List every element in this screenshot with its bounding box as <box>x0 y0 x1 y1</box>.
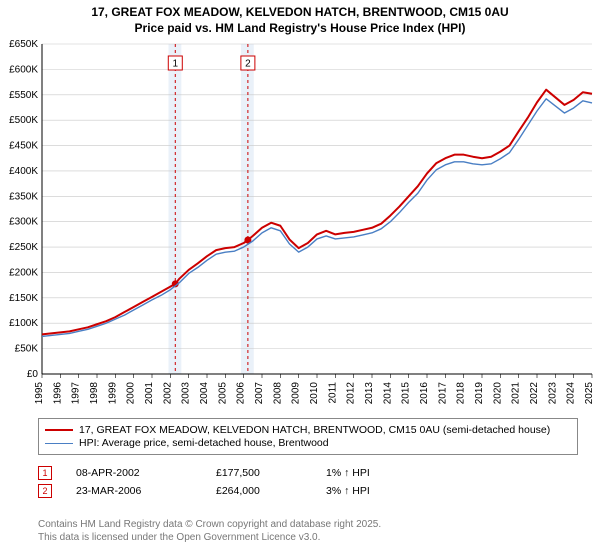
svg-text:£550K: £550K <box>9 90 38 101</box>
legend-row: 17, GREAT FOX MEADOW, KELVEDON HATCH, BR… <box>45 424 571 436</box>
svg-text:1995: 1995 <box>34 382 45 405</box>
svg-text:1996: 1996 <box>52 382 63 405</box>
svg-text:1998: 1998 <box>89 382 100 405</box>
svg-text:£100K: £100K <box>9 318 38 329</box>
svg-text:£200K: £200K <box>9 267 38 278</box>
marker-delta: 3% ↑ HPI <box>326 485 446 497</box>
svg-text:£150K: £150K <box>9 293 38 304</box>
svg-text:2005: 2005 <box>217 382 228 405</box>
svg-text:2008: 2008 <box>272 382 283 405</box>
footer-line-1: Contains HM Land Registry data © Crown c… <box>38 518 381 531</box>
svg-text:1999: 1999 <box>107 382 118 405</box>
svg-text:1997: 1997 <box>71 382 82 405</box>
svg-text:2006: 2006 <box>236 382 247 405</box>
svg-text:2: 2 <box>245 59 251 70</box>
legend-swatch <box>45 429 73 431</box>
legend-row: HPI: Average price, semi-detached house,… <box>45 437 571 449</box>
svg-text:2018: 2018 <box>456 382 467 405</box>
svg-text:2002: 2002 <box>162 382 173 405</box>
legend-label: 17, GREAT FOX MEADOW, KELVEDON HATCH, BR… <box>79 424 550 436</box>
svg-text:2004: 2004 <box>199 382 210 405</box>
svg-text:2001: 2001 <box>144 382 155 405</box>
svg-text:2012: 2012 <box>346 382 357 405</box>
svg-text:£450K: £450K <box>9 141 38 152</box>
svg-text:2016: 2016 <box>419 382 430 405</box>
svg-text:2003: 2003 <box>181 382 192 405</box>
event-markers-table: 1 08-APR-2002£177,5001% ↑ HPI 2 23-MAR-2006… <box>38 462 578 502</box>
chart-plot: £0 £50K £100K £150K £200K £250K £300K £350K £400… <box>0 38 600 408</box>
svg-text:£650K: £650K <box>9 39 38 50</box>
svg-text:2000: 2000 <box>126 382 137 405</box>
marker-badge: 1 <box>38 466 52 480</box>
svg-text:2011: 2011 <box>327 382 338 404</box>
svg-text:2021: 2021 <box>511 382 522 405</box>
svg-text:£400K: £400K <box>9 166 38 177</box>
svg-text:2010: 2010 <box>309 382 320 405</box>
chart-title: 17, GREAT FOX MEADOW, KELVEDON HATCH, BR… <box>0 0 600 36</box>
legend: 17, GREAT FOX MEADOW, KELVEDON HATCH, BR… <box>38 418 578 455</box>
title-line-1: 17, GREAT FOX MEADOW, KELVEDON HATCH, BR… <box>0 4 600 20</box>
svg-text:2013: 2013 <box>364 382 375 405</box>
title-line-2: Price paid vs. HM Land Registry's House … <box>0 20 600 36</box>
legend-swatch <box>45 443 73 444</box>
svg-text:£350K: £350K <box>9 191 38 202</box>
svg-text:2022: 2022 <box>529 382 540 405</box>
marker-date: 08-APR-2002 <box>76 467 216 479</box>
marker-price: £264,000 <box>216 485 326 497</box>
svg-text:2009: 2009 <box>291 382 302 405</box>
footer-attribution: Contains HM Land Registry data © Crown c… <box>38 518 381 544</box>
svg-text:2019: 2019 <box>474 382 485 405</box>
footer-line-2: This data is licensed under the Open Gov… <box>38 531 381 544</box>
svg-text:2023: 2023 <box>547 382 558 405</box>
svg-text:£250K: £250K <box>9 242 38 253</box>
svg-text:2025: 2025 <box>584 382 595 405</box>
svg-text:2007: 2007 <box>254 382 265 405</box>
marker-row: 1 08-APR-2002£177,5001% ↑ HPI <box>38 466 578 480</box>
svg-text:1: 1 <box>173 59 179 70</box>
marker-badge: 2 <box>38 484 52 498</box>
legend-label: HPI: Average price, semi-detached house,… <box>79 437 329 449</box>
svg-text:2024: 2024 <box>566 382 577 405</box>
svg-text:£300K: £300K <box>9 217 38 228</box>
svg-text:2020: 2020 <box>492 382 503 405</box>
marker-delta: 1% ↑ HPI <box>326 467 446 479</box>
marker-price: £177,500 <box>216 467 326 479</box>
marker-date: 23-MAR-2006 <box>76 485 216 497</box>
svg-text:2014: 2014 <box>382 382 393 405</box>
svg-text:2015: 2015 <box>401 382 412 405</box>
svg-text:£50K: £50K <box>15 344 39 355</box>
svg-text:£0: £0 <box>27 369 39 380</box>
svg-text:£600K: £600K <box>9 64 38 75</box>
marker-row: 2 23-MAR-2006£264,0003% ↑ HPI <box>38 484 578 498</box>
svg-text:£500K: £500K <box>9 115 38 126</box>
svg-text:2017: 2017 <box>437 382 448 405</box>
